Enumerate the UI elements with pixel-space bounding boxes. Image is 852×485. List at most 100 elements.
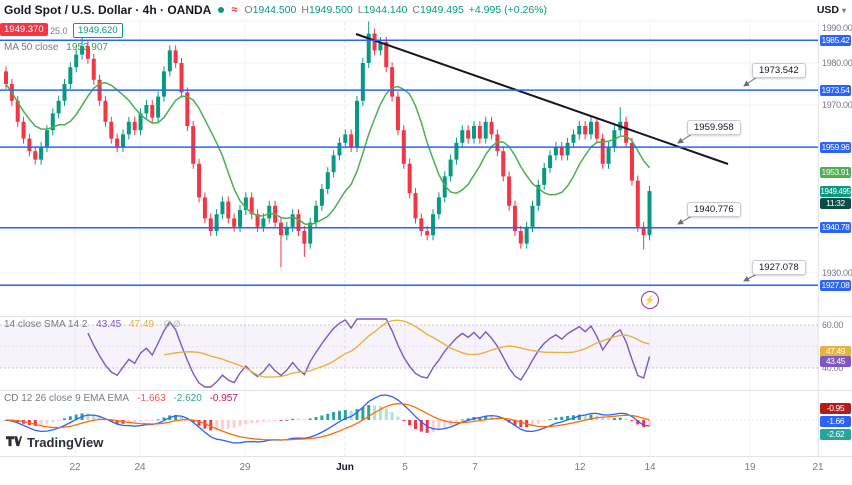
ideas-icon[interactable]: ≈: [231, 4, 238, 16]
macd-histogram-bar: [127, 420, 131, 424]
candle-body: [50, 113, 55, 131]
candle-body: [553, 147, 558, 156]
macd-histogram-bar: [297, 418, 300, 420]
macd-hist-value: -1.663: [137, 393, 166, 404]
macd-histogram-bar: [92, 414, 96, 420]
spread-value: 25.0: [50, 26, 68, 36]
open-value: 1944.500: [252, 4, 297, 16]
ma50-line[interactable]: [5, 81, 651, 226]
candle-body: [600, 138, 605, 164]
macd-histogram-bar: [577, 414, 581, 420]
candle-body: [325, 172, 330, 189]
callout-arrow: [677, 133, 693, 144]
candle-body: [261, 218, 266, 227]
macd-histogram-bar: [367, 405, 371, 420]
rsi-indicator-legend[interactable]: 14 close SMA 14 2 43.45 47.49 Ø Ø: [4, 319, 180, 330]
macd-histogram-bar: [326, 413, 330, 420]
ask-price-tag[interactable]: 1949.620: [73, 23, 123, 38]
macd-histogram-bar: [314, 417, 318, 420]
macd-histogram-bar: [320, 415, 324, 420]
candle-body: [624, 121, 629, 143]
candle-body: [425, 231, 430, 236]
candle-body: [27, 138, 32, 152]
candle-body: [290, 214, 295, 227]
macd-line-value: -2.620: [173, 393, 202, 404]
candle-body: [343, 134, 348, 143]
price-axis-separator: [818, 22, 819, 456]
panel-separator: [0, 316, 852, 317]
macd-histogram-bar: [554, 417, 558, 420]
candle-body: [395, 96, 400, 131]
candle-body: [472, 126, 476, 139]
macd-histogram-bar: [279, 420, 283, 421]
macd-histogram-bar: [232, 420, 236, 428]
ma-indicator-legend[interactable]: MA 50 close 1953.907: [4, 42, 108, 53]
candle-body: [202, 197, 207, 219]
macd-histogram-bar: [98, 416, 102, 420]
macd-histogram-bar: [86, 413, 90, 420]
candle-body: [15, 100, 20, 122]
macd-indicator-legend[interactable]: CD 12 26 close 9 EMA EMA -1.663 -2.620 -…: [4, 393, 238, 404]
currency-label: USD: [816, 4, 839, 16]
candle-body: [366, 33, 371, 63]
macd-histogram-bar: [431, 420, 435, 433]
candle-body: [150, 105, 155, 118]
macd-histogram-bar: [414, 420, 417, 430]
macd-histogram-bar: [302, 419, 306, 421]
macd-histogram-bar: [618, 417, 622, 420]
currency-selector[interactable]: USD ▾: [817, 4, 846, 16]
candle-body: [62, 84, 67, 101]
candle-body: [384, 42, 389, 68]
lightning-icon[interactable]: ⚡: [641, 291, 659, 309]
indicator-action-icons[interactable]: Ø Ø: [163, 319, 181, 329]
candle-body: [635, 180, 640, 227]
time-axis[interactable]: [0, 456, 852, 485]
candle-body: [360, 63, 365, 101]
candle-body: [512, 205, 517, 231]
macd-histogram-bar: [156, 419, 160, 421]
candle-body: [536, 184, 541, 206]
macd-histogram-bar: [361, 407, 365, 420]
macd-histogram-bar: [560, 416, 564, 420]
macd-histogram-bar: [267, 420, 271, 421]
candle-body: [641, 226, 646, 236]
candle-body: [197, 163, 202, 198]
symbol-title[interactable]: Gold Spot / U.S. Dollar · 4h · OANDA: [4, 3, 212, 17]
candle-body: [436, 197, 441, 215]
callout-arrow: [743, 76, 758, 87]
bid-price-tag[interactable]: 1949.370: [0, 23, 48, 36]
candle-body: [109, 121, 114, 139]
macd-histogram-bar: [478, 417, 482, 420]
macd-histogram-bar: [174, 414, 178, 420]
macd-histogram-bar: [343, 409, 347, 420]
macd-histogram-bar: [612, 418, 616, 420]
macd-histogram-bar: [624, 418, 628, 420]
candle-body: [214, 214, 219, 231]
candle-body: [442, 176, 447, 198]
macd-histogram-bar: [139, 420, 143, 422]
candle-body: [173, 50, 178, 63]
macd-histogram-bar: [308, 418, 312, 420]
macd-histogram-bar: [443, 420, 447, 428]
macd-histogram-bar: [63, 418, 66, 420]
candle-body: [378, 42, 383, 51]
macd-histogram-bar: [191, 420, 195, 423]
macd-histogram-bar: [402, 420, 406, 422]
trendline-drawing[interactable]: [355, 33, 729, 165]
open-label: O: [244, 4, 253, 16]
macd-histogram-bar: [51, 420, 55, 423]
macd-histogram-bar: [349, 410, 353, 420]
macd-histogram-bar: [238, 420, 242, 427]
macd-legend-label: CD 12 26 close 9 EMA EMA: [4, 393, 129, 404]
macd-histogram-bar: [531, 420, 534, 426]
candle-body: [138, 113, 143, 131]
candle-body: [448, 159, 453, 177]
candle-body: [161, 71, 166, 97]
candle-body: [518, 231, 523, 244]
candle-body: [489, 121, 494, 135]
candle-body: [629, 142, 634, 181]
candle-body: [314, 205, 319, 223]
macd-histogram-bar: [285, 419, 289, 421]
